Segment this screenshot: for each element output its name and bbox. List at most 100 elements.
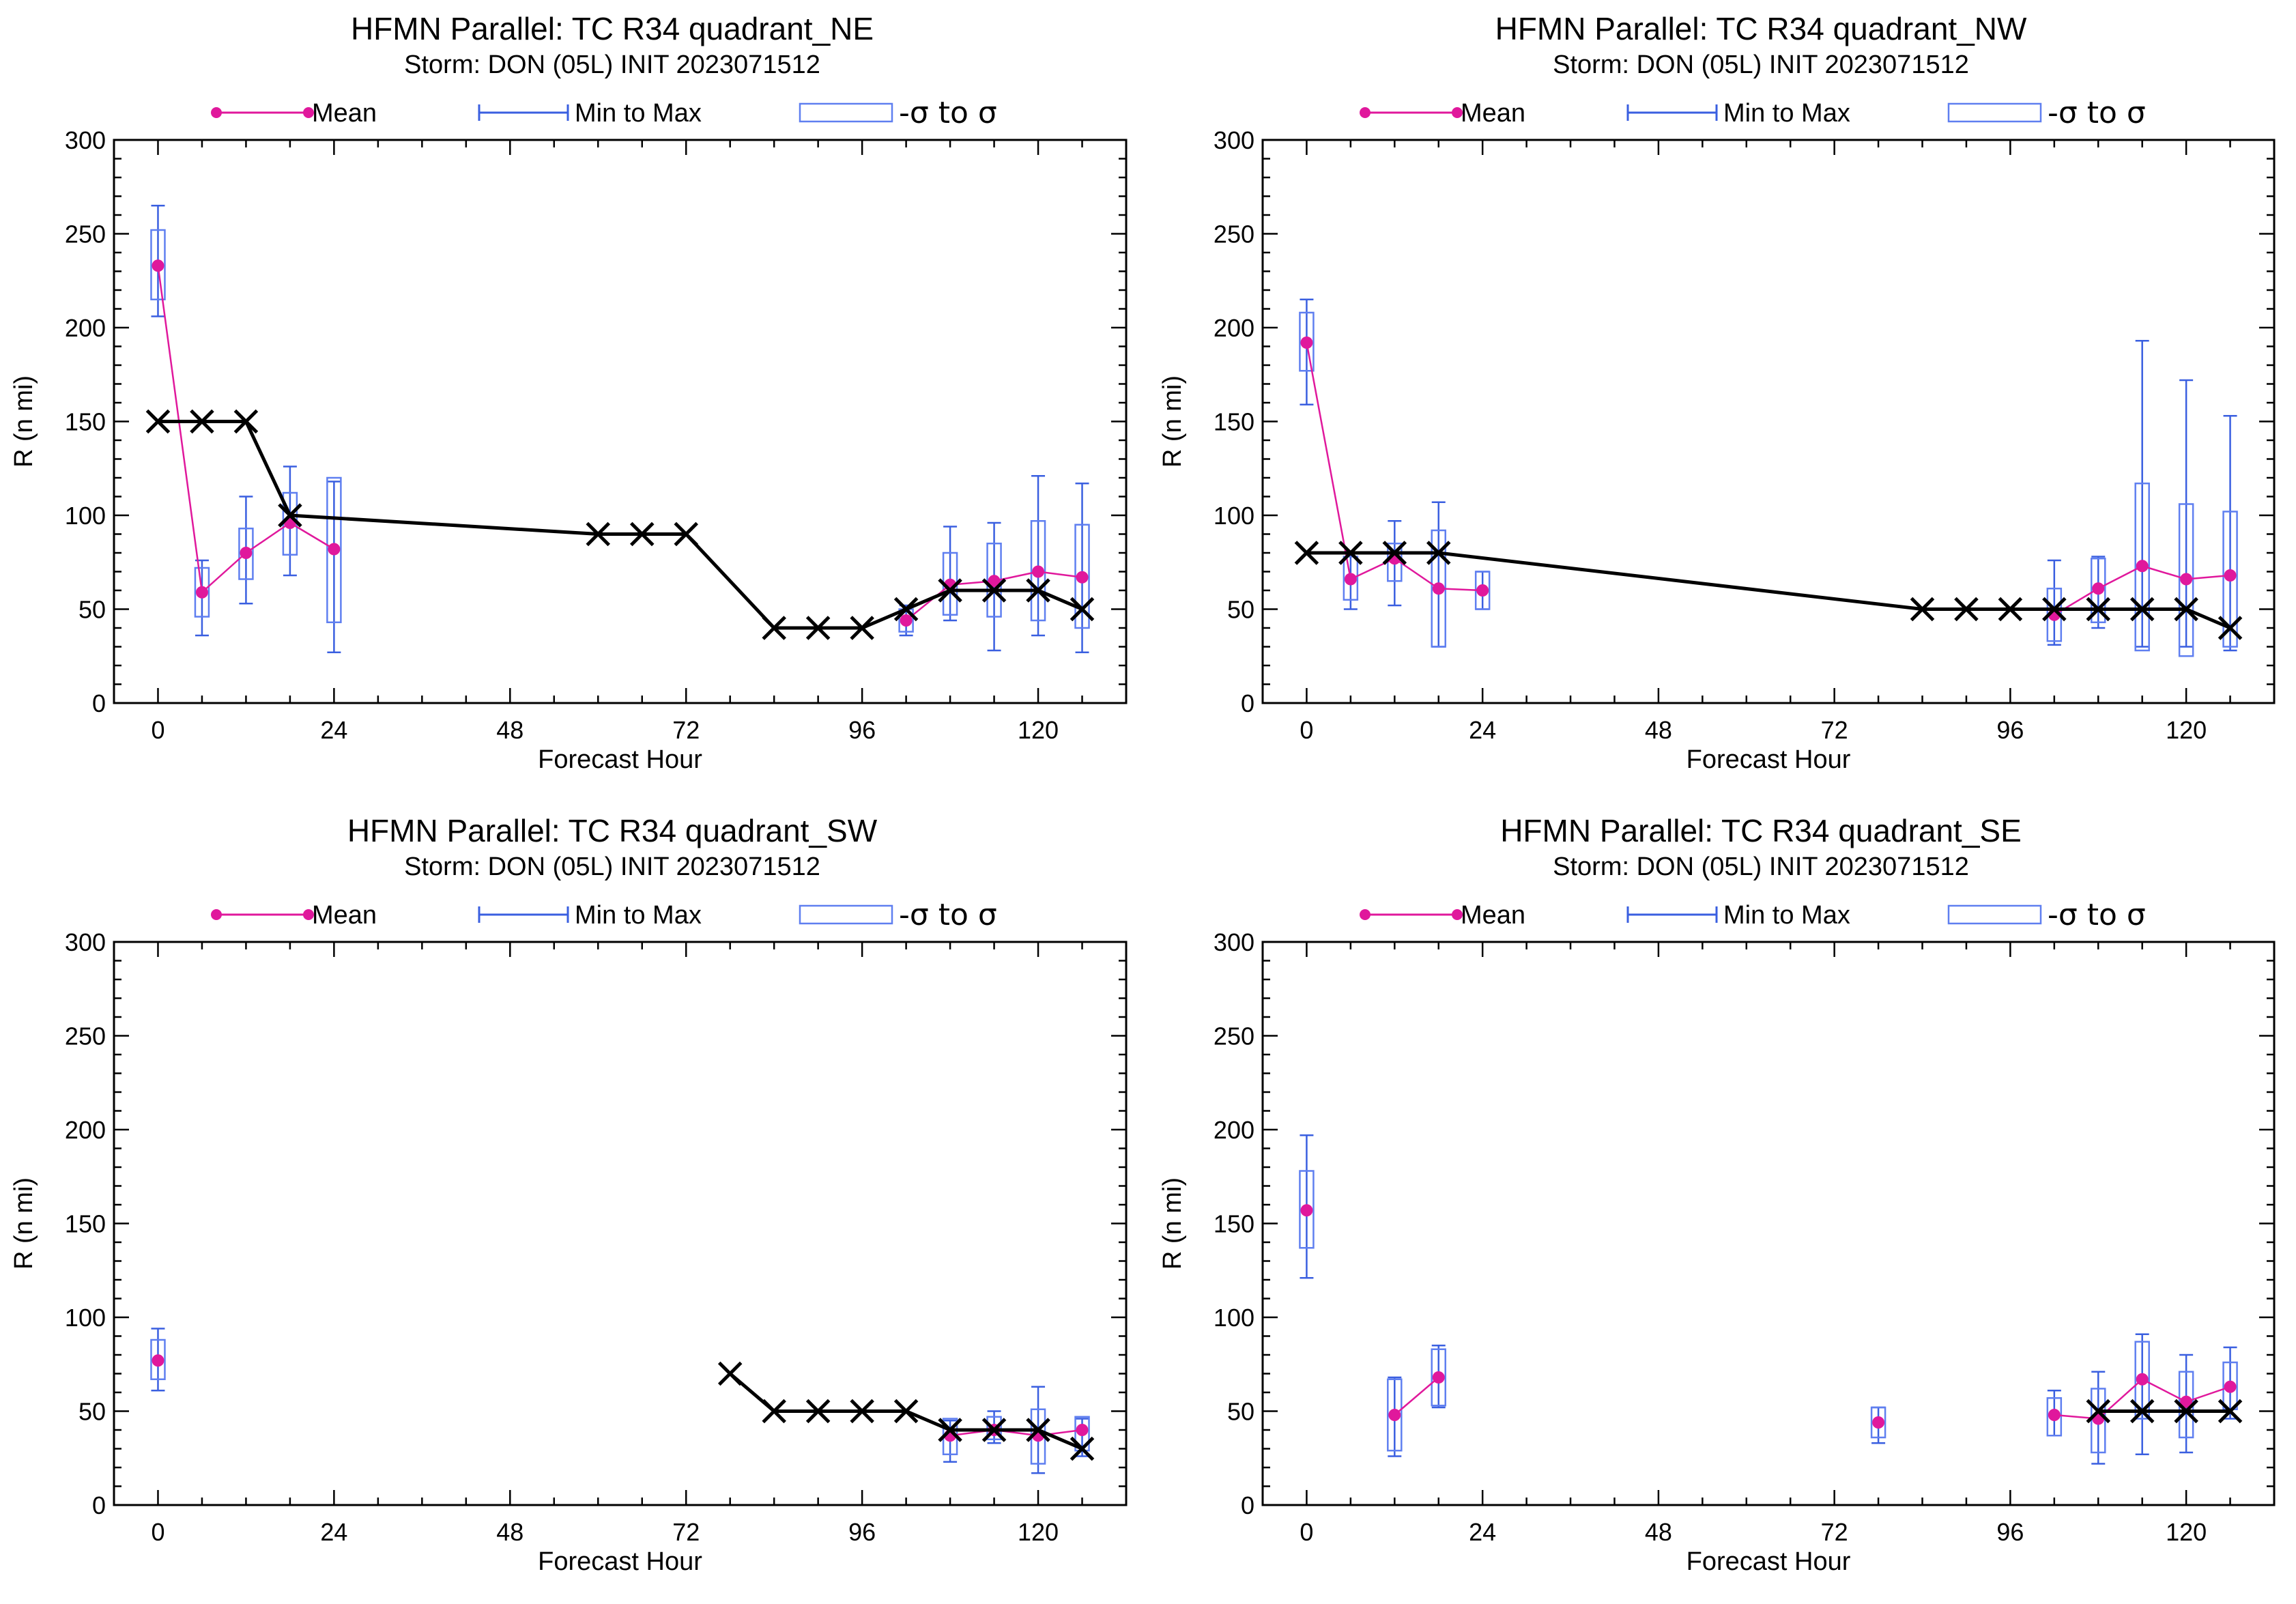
legend-sigma-box — [1947, 904, 2042, 925]
legend-mean-marker — [211, 107, 222, 118]
x-tick-label: 0 — [1300, 1518, 1313, 1546]
legend-minmax-label: Min to Max — [1723, 901, 1850, 930]
plot-frame — [1261, 941, 2276, 1506]
x-axis-label: Forecast Hour — [538, 1547, 702, 1576]
chart-title: HFMN Parallel: TC R34 quadrant_SE — [1500, 813, 2022, 848]
x-tick-label: 72 — [672, 716, 700, 744]
legend-mean-label: Mean — [1461, 99, 1525, 128]
x-tick-label: 48 — [496, 716, 523, 744]
mean-line-segment — [2142, 565, 2187, 580]
sigma-box — [1030, 520, 1046, 622]
y-tick-label: 100 — [65, 502, 106, 530]
y-axis-label: R (n mi) — [1158, 1177, 1187, 1270]
mean-line-segment — [1438, 588, 1483, 592]
plot-frame — [113, 941, 1128, 1506]
mean-point — [1476, 584, 1489, 597]
mean-point — [1076, 571, 1089, 584]
x-tick-label: 120 — [2166, 1518, 2207, 1546]
y-tick-label: 200 — [1214, 1116, 1254, 1144]
sigma-box — [2134, 483, 2150, 652]
x-tick-label: 0 — [151, 1518, 164, 1546]
mean-point — [1432, 1371, 1445, 1384]
panel-ne: HFMN Parallel: TC R34 quadrant_NE Storm: … — [10, 11, 1128, 774]
best-track-marker — [2129, 597, 2155, 622]
mean-point — [195, 586, 208, 599]
best-track-marker — [2129, 1399, 2155, 1424]
y-tick-label: 150 — [1214, 1210, 1254, 1238]
best-track-marker — [2218, 1399, 2243, 1424]
mean-line-segment — [157, 266, 203, 592]
x-tick-label: 24 — [1469, 716, 1496, 744]
mean-point — [1388, 1409, 1401, 1421]
y-tick-label: 150 — [65, 408, 106, 436]
best-track-marker — [190, 409, 214, 434]
best-track-marker — [2218, 616, 2243, 640]
mean-line-segment — [2186, 574, 2230, 580]
legend-sigma-box — [799, 102, 893, 123]
mean-point — [2180, 1395, 2193, 1408]
y-tick-label: 0 — [1241, 1491, 1254, 1519]
x-tick-label: 120 — [2166, 716, 2207, 744]
mean-point — [2092, 582, 2105, 595]
best-track-marker — [1026, 578, 1050, 603]
sigma-box — [1299, 1170, 1315, 1249]
mean-point — [1300, 336, 1313, 349]
x-tick-label: 24 — [1469, 1518, 1496, 1546]
sigma-box — [150, 229, 166, 300]
mean-line-segment — [1394, 1377, 1439, 1416]
panel-nw: HFMN Parallel: TC R34 quadrant_NW Storm: … — [1158, 11, 2276, 774]
legend-mean-marker — [1452, 909, 1463, 920]
sigma-box — [2091, 558, 2106, 623]
legend-mean-marker — [1360, 909, 1371, 920]
y-tick-label: 250 — [65, 220, 106, 248]
x-tick-label: 24 — [320, 716, 347, 744]
sigma-box — [2046, 1397, 2063, 1437]
legend: Mean Min to Max -σ to σ — [211, 898, 997, 932]
best-track-marker — [1910, 597, 1935, 622]
y-tick-label: 250 — [65, 1022, 106, 1050]
best-track-marker — [850, 1399, 874, 1424]
legend-sigma-box — [1947, 102, 2042, 123]
best-track-marker — [1070, 597, 1095, 622]
chart-subtitle: Storm: DON (05L) INIT 2023071512 — [404, 51, 820, 79]
x-tick-label: 120 — [1018, 716, 1059, 744]
legend: Mean Min to Max -σ to σ — [1360, 96, 2146, 130]
y-tick-label: 250 — [1214, 1022, 1254, 1050]
sigma-box — [238, 528, 254, 580]
x-tick-label: 48 — [1645, 716, 1672, 744]
legend-sigma-label: -σ to σ — [899, 898, 997, 932]
chart-subtitle: Storm: DON (05L) INIT 2023071512 — [1553, 853, 1969, 881]
y-axis-label: R (n mi) — [1158, 375, 1187, 468]
chart-subtitle: Storm: DON (05L) INIT 2023071512 — [1553, 51, 1969, 79]
x-tick-label: 96 — [1996, 716, 2024, 744]
best-track-marker — [233, 409, 259, 434]
mean-line-segment — [1306, 342, 1352, 579]
legend-mean-label: Mean — [312, 99, 377, 128]
best-track-marker — [893, 597, 919, 622]
best-track-series — [2086, 1399, 2243, 1424]
x-tick-label: 72 — [1821, 1518, 1848, 1546]
mean-point — [152, 259, 164, 272]
best-track-line — [1306, 551, 2231, 630]
legend-mean-marker — [303, 909, 314, 920]
x-tick-label: 72 — [672, 1518, 700, 1546]
legend-minmax-label: Min to Max — [1723, 99, 1850, 128]
chart-subtitle: Storm: DON (05L) INIT 2023071512 — [404, 853, 820, 881]
mean-point — [2048, 1409, 2061, 1421]
best-track-marker — [762, 1399, 786, 1424]
y-tick-label: 300 — [1214, 126, 1254, 154]
mean-point — [988, 575, 1001, 588]
sigma-box — [2178, 503, 2194, 657]
best-track-marker — [1382, 541, 1407, 565]
panel-se: HFMN Parallel: TC R34 quadrant_SE Storm: … — [1158, 813, 2276, 1576]
mean-line-segment — [289, 521, 335, 550]
sigma-box — [2091, 1388, 2106, 1454]
mean-line-segment — [2142, 1378, 2187, 1403]
mean-point — [1344, 573, 1357, 586]
x-axis-label: Forecast Hour — [1687, 1547, 1851, 1576]
legend-mean-marker — [1360, 107, 1371, 118]
best-track-marker — [1026, 1418, 1050, 1442]
best-track-marker — [1070, 1436, 1095, 1461]
x-tick-label: 24 — [320, 1518, 347, 1546]
